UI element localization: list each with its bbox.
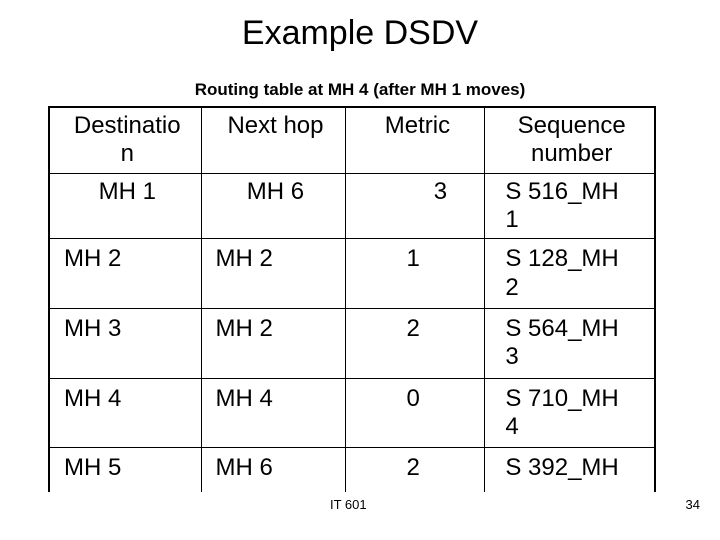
cell-next: MH 2 — [201, 308, 346, 378]
table-row: MH 3 MH 2 2 S 564_MH3 — [50, 308, 654, 378]
page-number: 34 — [686, 497, 700, 512]
routing-table: Destination Next hop Metric Sequencenumb… — [48, 106, 656, 492]
cell-dest: MH 4 — [50, 378, 201, 448]
cell-metric: 1 — [346, 239, 485, 309]
cell-dest: MH 1 — [50, 173, 201, 239]
cell-dest: MH 3 — [50, 308, 201, 378]
cell-seq: S 516_MH1 — [485, 173, 654, 239]
table-row: MH 4 MH 4 0 S 710_MH4 — [50, 378, 654, 448]
cell-metric: 3 — [346, 173, 485, 239]
col-header-metric: Metric — [346, 108, 485, 173]
col-header-sequence: Sequencenumber — [485, 108, 654, 173]
table-row: MH 5 MH 6 2 S 392_MH — [50, 448, 654, 492]
cell-seq: S 128_MH2 — [485, 239, 654, 309]
cell-seq: S 710_MH4 — [485, 378, 654, 448]
slide-title: Example DSDV — [0, 14, 720, 53]
col-header-destination: Destination — [50, 108, 201, 173]
table-header-row: Destination Next hop Metric Sequencenumb… — [50, 108, 654, 173]
cell-seq: S 392_MH — [485, 448, 654, 492]
cell-next: MH 6 — [201, 448, 346, 492]
table: Destination Next hop Metric Sequencenumb… — [50, 108, 654, 492]
table-row: MH 1 MH 6 3 S 516_MH1 — [50, 173, 654, 239]
cell-dest: MH 2 — [50, 239, 201, 309]
slide: Example DSDV Routing table at MH 4 (afte… — [0, 0, 720, 540]
cell-dest: MH 5 — [50, 448, 201, 492]
cell-metric: 2 — [346, 308, 485, 378]
cell-next: MH 2 — [201, 239, 346, 309]
cell-next: MH 6 — [201, 173, 346, 239]
col-header-nexthop: Next hop — [201, 108, 346, 173]
footer-code: IT 601 — [330, 497, 367, 512]
slide-subtitle: Routing table at MH 4 (after MH 1 moves) — [0, 80, 720, 100]
cell-metric: 0 — [346, 378, 485, 448]
cell-metric: 2 — [346, 448, 485, 492]
cell-next: MH 4 — [201, 378, 346, 448]
table-row: MH 2 MH 2 1 S 128_MH2 — [50, 239, 654, 309]
cell-seq: S 564_MH3 — [485, 308, 654, 378]
